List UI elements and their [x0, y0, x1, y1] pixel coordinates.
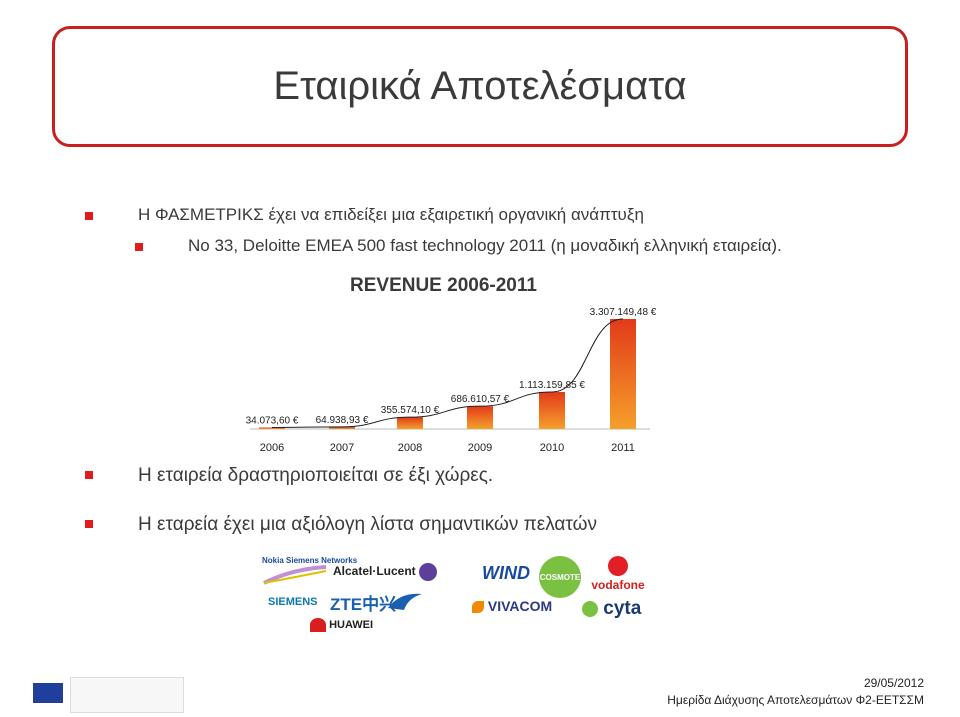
- bullet-marker: [85, 212, 93, 220]
- title-box: Εταιρικά Αποτελέσματα: [52, 26, 908, 147]
- value-label-2011: 3.307.149,48 €: [590, 307, 657, 318]
- x-tick-2006: 2006: [260, 442, 284, 454]
- trendline: [271, 318, 624, 428]
- slide-title: Εταιρικά Αποτελέσματα: [273, 64, 687, 108]
- alcatel-lucent-logo: Alcatel·Lucent: [333, 563, 438, 581]
- x-tick-2009: 2009: [468, 442, 492, 454]
- bar-2007: [329, 426, 355, 429]
- bird-logo: [388, 593, 422, 610]
- nsn-logo: Nokia Siemens Networks: [262, 556, 357, 585]
- cosmote-logo: COSMOTE: [539, 556, 581, 598]
- revenue-chart: 34.073,60 € 64.938,93 € 355.574,10 € 686.61…: [246, 307, 657, 454]
- program-logo: [70, 677, 184, 713]
- bullet-marker: [85, 471, 93, 479]
- bar-2009: [467, 406, 493, 429]
- x-tick-2010: 2010: [540, 442, 564, 454]
- sub-bullet-marker: [135, 243, 143, 251]
- huawei-logo: HUAWEI: [310, 618, 373, 632]
- zte-logo: ZTE中兴: [330, 595, 397, 614]
- footer-date: 29/05/2012: [863, 676, 924, 690]
- vivacom-logo: VIVACOM: [472, 598, 552, 614]
- bullet-text-1: Η ΦΑΣΜΕΤΡΙΚΣ έχει να επιδείξει μια εξαιρ…: [138, 205, 644, 224]
- footer-event: Ημερίδα Διάχυσης Αποτελεσμάτων Φ2-ΕΕΤΣΣΜ: [667, 693, 924, 707]
- value-label-2009: 686.610,57 €: [451, 394, 510, 405]
- eu-flag-icon: [33, 683, 63, 703]
- wind-logo: WIND: [482, 563, 530, 583]
- cyta-logo: cyta: [582, 598, 641, 620]
- chart-title: REVENUE 2006-2011: [350, 275, 537, 296]
- x-tick-2008: 2008: [398, 442, 422, 454]
- bullet-marker: [85, 520, 93, 528]
- bullet-text-4: Η εταρεία έχει μια αξιόλογη λίστα σημαντ…: [138, 514, 597, 535]
- value-label-2008: 355.574,10 €: [381, 405, 440, 416]
- bar-2011: [610, 319, 636, 429]
- value-label-2007: 64.938,93 €: [316, 415, 369, 426]
- x-tick-2011: 2011: [611, 442, 635, 454]
- x-tick-2007: 2007: [330, 442, 354, 454]
- bullet-text-2: Νο 33, Deloitte EMEA 500 fast technology…: [188, 236, 782, 255]
- vodafone-logo: vodafone: [590, 556, 646, 592]
- bar-2010: [539, 391, 565, 429]
- bullet-text-3: Η εταιρεία δραστηριοποιείται σε έξι χώρε…: [138, 465, 494, 486]
- siemens-logo: SIEMENS: [268, 596, 318, 608]
- bar-2008: [397, 417, 423, 429]
- bar-2006: [259, 427, 285, 429]
- value-label-2010: 1.113.159,85 €: [519, 380, 585, 391]
- value-label-2006: 34.073,60 €: [246, 416, 299, 427]
